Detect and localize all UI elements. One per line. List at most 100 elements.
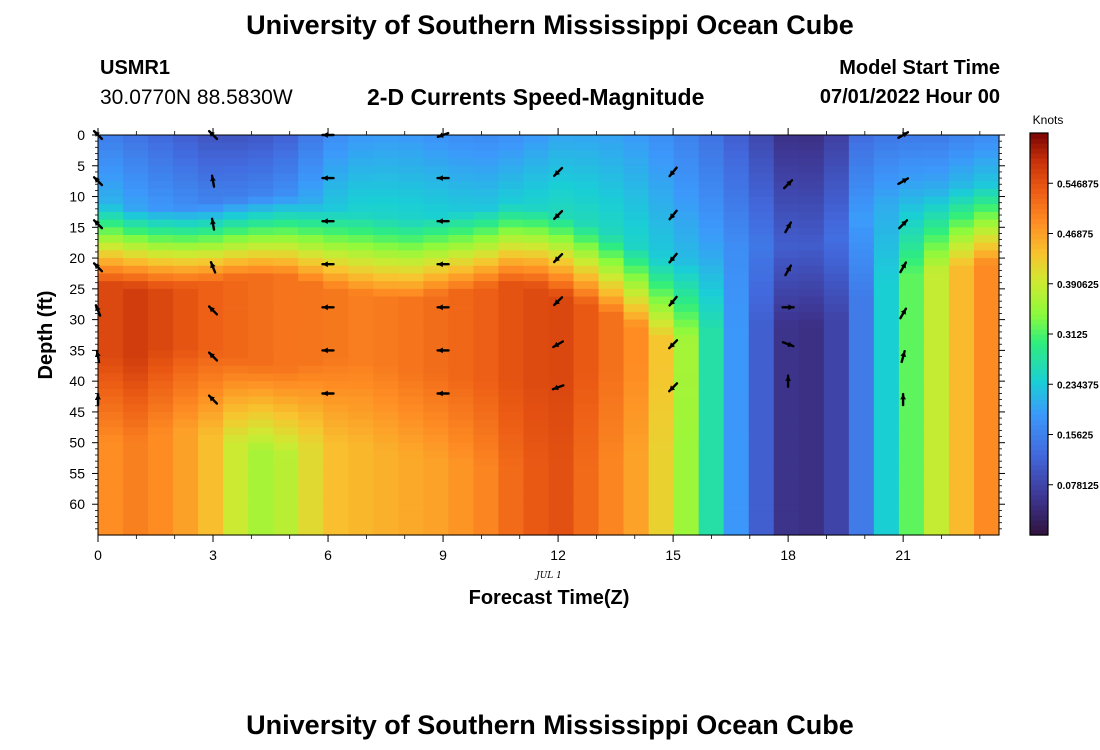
heatmap-cell: [573, 481, 600, 490]
heatmap-cell: [973, 265, 1000, 275]
heatmap-cell: [898, 242, 925, 251]
heatmap-cell: [573, 235, 600, 244]
heatmap-cell: [598, 327, 625, 336]
heatmap-cell: [948, 396, 975, 405]
heatmap-cell: [473, 435, 500, 444]
heatmap-cell: [173, 135, 199, 144]
heatmap-cell: [198, 435, 224, 444]
heatmap-cell: [123, 142, 149, 151]
colorbar-segment: [1030, 394, 1048, 400]
heatmap-cell: [498, 142, 525, 151]
heatmap-cell: [123, 350, 149, 359]
heatmap-cell: [773, 419, 800, 428]
heatmap-cell: [823, 381, 850, 390]
heatmap-cell: [623, 135, 650, 144]
heatmap-cell: [848, 388, 875, 398]
current-vector: [668, 166, 678, 178]
heatmap-cell: [398, 181, 424, 190]
heatmap-cell: [873, 427, 900, 436]
heatmap-cell: [798, 204, 825, 213]
heatmap-cell: [873, 265, 900, 275]
heatmap-cell: [173, 142, 199, 151]
heatmap-cell: [873, 511, 900, 521]
heatmap-cell: [173, 427, 199, 436]
heatmap-cell: [523, 358, 550, 367]
heatmap-cell: [973, 288, 1000, 298]
colorbar-segment: [1030, 243, 1048, 250]
heatmap-cell: [423, 465, 449, 475]
heatmap-cell: [148, 335, 174, 344]
heatmap-cell: [473, 196, 500, 205]
heatmap-cell: [948, 350, 975, 359]
heatmap-cell: [398, 204, 424, 213]
x-tick-label: 21: [895, 547, 911, 563]
heatmap-cell: [423, 288, 449, 298]
heatmap-cell: [548, 265, 575, 275]
heatmap-cell: [748, 273, 775, 282]
heatmap-cell: [198, 150, 224, 159]
heatmap-cell: [248, 219, 274, 228]
heatmap-cell: [148, 411, 174, 421]
current-vector: [553, 209, 564, 221]
heatmap-cell: [473, 227, 500, 236]
heatmap-cell: [273, 411, 299, 421]
heatmap-cell: [548, 519, 575, 528]
heatmap-cell: [623, 335, 650, 344]
heatmap-cell: [798, 311, 825, 321]
heatmap-cell: [923, 496, 950, 505]
heatmap-cell: [648, 235, 675, 244]
heatmap-cell: [973, 304, 1000, 313]
heatmap-cell: [448, 442, 475, 451]
heatmap-cell: [673, 196, 700, 205]
heatmap-cell: [473, 265, 500, 275]
heatmap-cell: [423, 511, 449, 521]
heatmap-cell: [173, 235, 199, 244]
heatmap-cell: [273, 281, 299, 290]
heatmap-cell: [198, 211, 224, 221]
heatmap-cell: [898, 511, 925, 521]
current-vector: [668, 252, 678, 264]
heatmap-cell: [573, 335, 600, 344]
colorbar-segment: [1030, 203, 1048, 209]
heatmap-cell: [298, 481, 324, 490]
heatmap-cell: [523, 135, 550, 144]
heatmap-cell: [548, 235, 575, 244]
heatmap-cell: [923, 219, 950, 228]
heatmap-cell: [848, 258, 875, 267]
heatmap-cell: [773, 488, 800, 498]
heatmap-cell: [123, 135, 149, 144]
heatmap-cell: [273, 488, 299, 498]
heatmap-cell: [898, 196, 925, 205]
heatmap-cell: [298, 265, 324, 275]
heatmap-cell: [973, 327, 1000, 336]
heatmap-cell: [948, 173, 975, 182]
colorbar-segment: [1030, 484, 1048, 491]
heatmap-cell: [398, 411, 424, 421]
heatmap-cell: [348, 250, 374, 259]
heatmap-cell: [698, 265, 725, 275]
heatmap-cell: [848, 250, 875, 259]
heatmap-cell: [173, 250, 199, 259]
heatmap-cell: [398, 150, 424, 159]
heatmap-cell: [148, 381, 174, 390]
heatmap-cell: [723, 219, 750, 228]
current-vector: [552, 340, 564, 349]
heatmap-cell: [573, 165, 600, 175]
heatmap-cell: [598, 365, 625, 375]
heatmap-cell: [723, 342, 750, 351]
heatmap-cell: [448, 427, 475, 436]
heatmap-cell: [598, 373, 625, 382]
heatmap-cell: [323, 388, 349, 398]
heatmap-cell: [423, 250, 449, 259]
heatmap-cell: [348, 204, 374, 213]
heatmap-cell: [823, 396, 850, 405]
x-axis-label: Forecast Time(Z): [469, 587, 630, 609]
heatmap-cell: [773, 173, 800, 182]
heatmap-cell: [98, 281, 124, 290]
heatmap-cell: [773, 296, 800, 305]
heatmap-cell: [198, 504, 224, 513]
heatmap-cell: [523, 142, 550, 151]
heatmap-cell: [798, 350, 825, 359]
heatmap-cell: [798, 258, 825, 267]
heatmap-cell: [948, 488, 975, 498]
